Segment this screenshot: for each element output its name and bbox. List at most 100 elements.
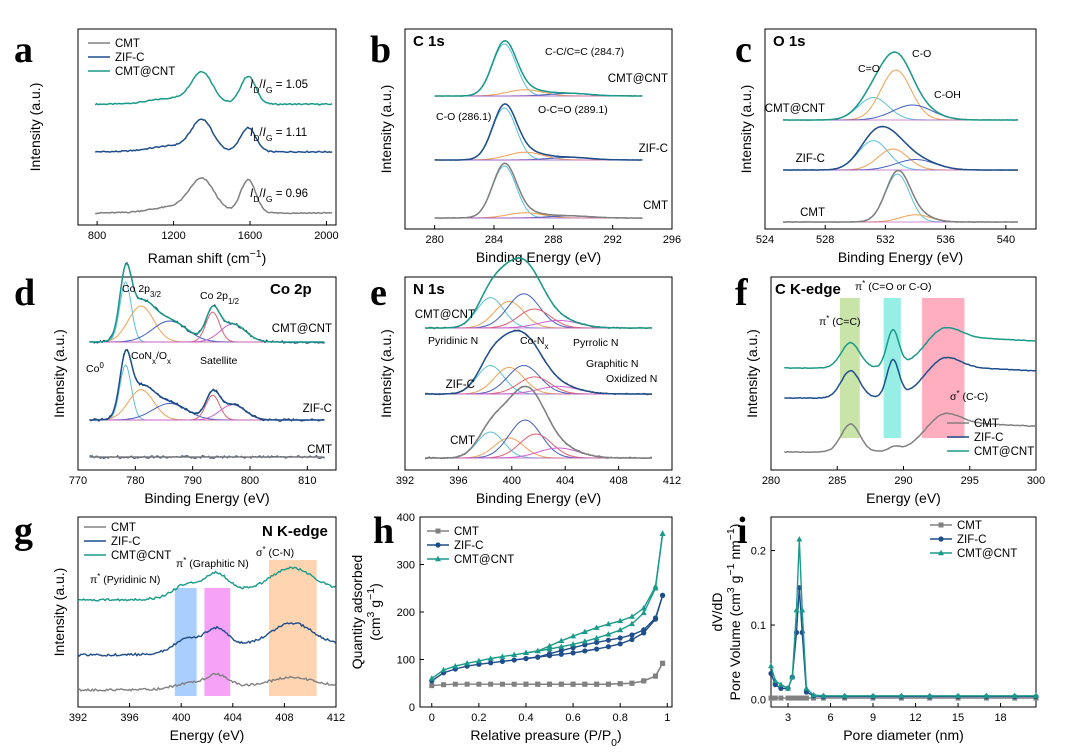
peak-annotation: Satellite [200, 355, 238, 367]
data-point [488, 681, 494, 687]
data-point [617, 681, 623, 687]
legend-marker [938, 549, 944, 556]
x-tick-label: 810 [298, 475, 316, 487]
peak-annotation: Pyridinic N [428, 335, 478, 347]
data-point [794, 695, 800, 701]
legend-label: CMT@CNT [454, 554, 514, 566]
data-point [487, 655, 494, 661]
data-point [799, 606, 806, 613]
x-tick-label: 412 [663, 475, 681, 487]
corner-label: Co 2p [270, 281, 312, 298]
x-tick-label: 0 [429, 712, 435, 724]
fit-envelope [434, 162, 643, 219]
x-tick-label: 288 [544, 234, 562, 246]
legend-label: CMT@CNT [974, 446, 1034, 458]
x-axis-title: Energy (eV) [866, 490, 941, 506]
y-tick-label: 0.2 [751, 546, 766, 558]
data-point [464, 681, 470, 687]
data-point [511, 657, 517, 663]
raman-curve [94, 70, 333, 106]
data-point [870, 692, 877, 699]
x-axis-title: Energy (eV) [170, 727, 245, 743]
plot-frame [404, 276, 673, 471]
panel-b: 280 284 288 292 296 Binding Energy (eV) Intens… [378, 28, 681, 265]
x-tick-label: 1 [664, 712, 670, 724]
data-point [955, 692, 962, 699]
panel-letter: c [735, 29, 752, 71]
data-point [511, 681, 517, 687]
y-axis-title: Intensity (a.u.) [738, 85, 754, 174]
highlight-band [839, 298, 860, 438]
data-point [640, 604, 647, 611]
band-annotation: π* (Graphitic N) [176, 556, 249, 571]
fit-envelope [434, 103, 643, 161]
data-point [803, 695, 809, 701]
data-point [546, 651, 553, 657]
x-tick-label: 524 [756, 234, 774, 246]
x-tick-label: 780 [126, 475, 144, 487]
fit-component [89, 364, 325, 421]
data-point [983, 692, 990, 699]
fit-component [89, 403, 325, 421]
data-point [534, 647, 541, 654]
panel-letter: a [14, 29, 33, 71]
x-tick-label: 790 [183, 475, 201, 487]
fit-component [89, 389, 325, 421]
data-point [570, 650, 576, 656]
data-point [640, 609, 647, 616]
x-tick-label: 412 [327, 712, 345, 724]
x-tick-label: 285 [828, 475, 846, 487]
y-axis-title: Intensity (a.u.) [27, 83, 43, 172]
data-point [652, 615, 659, 621]
data-point [593, 634, 600, 641]
data-point [452, 662, 459, 669]
data-point [617, 617, 624, 624]
x-tick-label: 300 [1027, 475, 1045, 487]
data-point [810, 691, 817, 698]
peak-annotation: C-C/C=C (284.7) [545, 46, 624, 58]
x-tick-label: 0.2 [471, 712, 486, 724]
x-tick-label: 9 [870, 712, 876, 724]
peak-annotation: Oxidized N [606, 373, 657, 385]
x-tick-label: 528 [816, 234, 834, 246]
x-axis-title: Binding Energy (eV) [476, 249, 601, 265]
data-point [789, 695, 795, 701]
data-point [441, 682, 447, 688]
legend-marker [435, 528, 441, 534]
panel-d: 770 780 790 800 810 Binding Energy (eV) Intens… [51, 262, 337, 506]
x-tick-label: 1200 [161, 230, 185, 242]
data-point [440, 666, 447, 673]
sample-label: ZIF-C [796, 153, 825, 165]
legend-label: CMT [111, 522, 136, 534]
band-annotation: π* (C=O or C-O) [855, 279, 932, 294]
plot-frame [77, 28, 337, 226]
data-point [558, 637, 565, 644]
data-point [605, 631, 612, 637]
legend-marker [938, 522, 944, 528]
peak-annotation: Graphitic N [586, 358, 639, 370]
x-tick-label: 404 [224, 712, 242, 724]
panel-letter: g [14, 510, 33, 552]
data-point [593, 624, 600, 630]
legend-label: CMT [115, 38, 140, 50]
data-point [617, 626, 624, 633]
data-point [1033, 692, 1039, 699]
legend-marker [435, 542, 441, 548]
y-axis-title: Intensity (a.u.) [51, 329, 67, 418]
x-axis-title: Binding Energy (eV) [838, 249, 963, 265]
y-tick-label: 0.0 [751, 695, 766, 707]
x-tick-label: 396 [449, 475, 467, 487]
x-tick-label: 392 [396, 475, 414, 487]
x-tick-label: 0.4 [518, 712, 533, 724]
raman-curve [94, 118, 333, 154]
peak-annotation: Pyrrolic N [573, 337, 619, 349]
x-tick-label: 280 [762, 475, 780, 487]
legend-label: CMT [454, 526, 479, 538]
xas-curve [77, 566, 337, 602]
data-point [605, 644, 612, 650]
sample-label: ZIF-C [303, 403, 332, 415]
plot-frame [764, 28, 1037, 230]
x-tick-label: 408 [275, 712, 293, 724]
y-axis-title: Intensity (a.u.) [744, 329, 760, 418]
